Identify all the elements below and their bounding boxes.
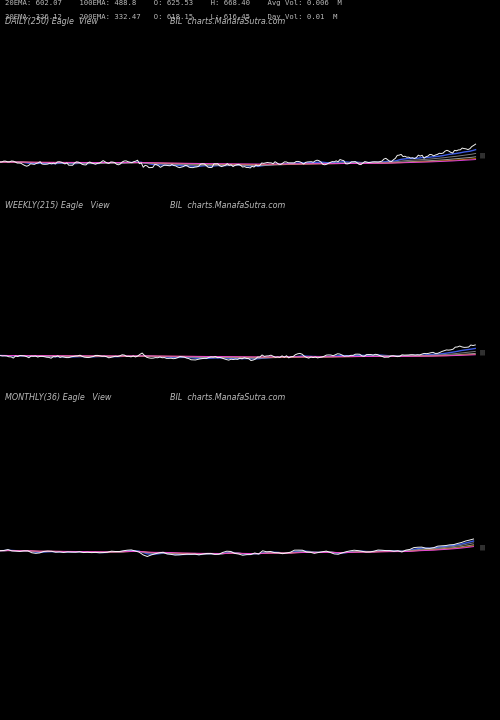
Text: MONTHLY(36) Eagle   View: MONTHLY(36) Eagle View [5, 393, 112, 402]
Text: BIL  charts.ManafaSutra.com: BIL charts.ManafaSutra.com [170, 17, 285, 26]
Text: WEEKLY(215) Eagle   View: WEEKLY(215) Eagle View [5, 201, 110, 210]
Text: |||: ||| [480, 152, 486, 158]
Text: |||: ||| [480, 544, 486, 550]
Text: |||: ||| [480, 349, 486, 355]
Text: 30EMA: 326.12    200EMA: 332.47   O: 618.15    L: 616.45    Day Vol: 0.01  M: 30EMA: 326.12 200EMA: 332.47 O: 618.15 L… [5, 14, 338, 20]
Text: DAILY(250) Eagle  View: DAILY(250) Eagle View [5, 17, 98, 26]
Text: BIL  charts.ManafaSutra.com: BIL charts.ManafaSutra.com [170, 393, 285, 402]
Text: 20EMA: 602.07    100EMA: 488.8    O: 625.53    H: 668.40    Avg Vol: 0.006  M: 20EMA: 602.07 100EMA: 488.8 O: 625.53 H:… [5, 0, 342, 6]
Text: BIL  charts.ManafaSutra.com: BIL charts.ManafaSutra.com [170, 201, 285, 210]
